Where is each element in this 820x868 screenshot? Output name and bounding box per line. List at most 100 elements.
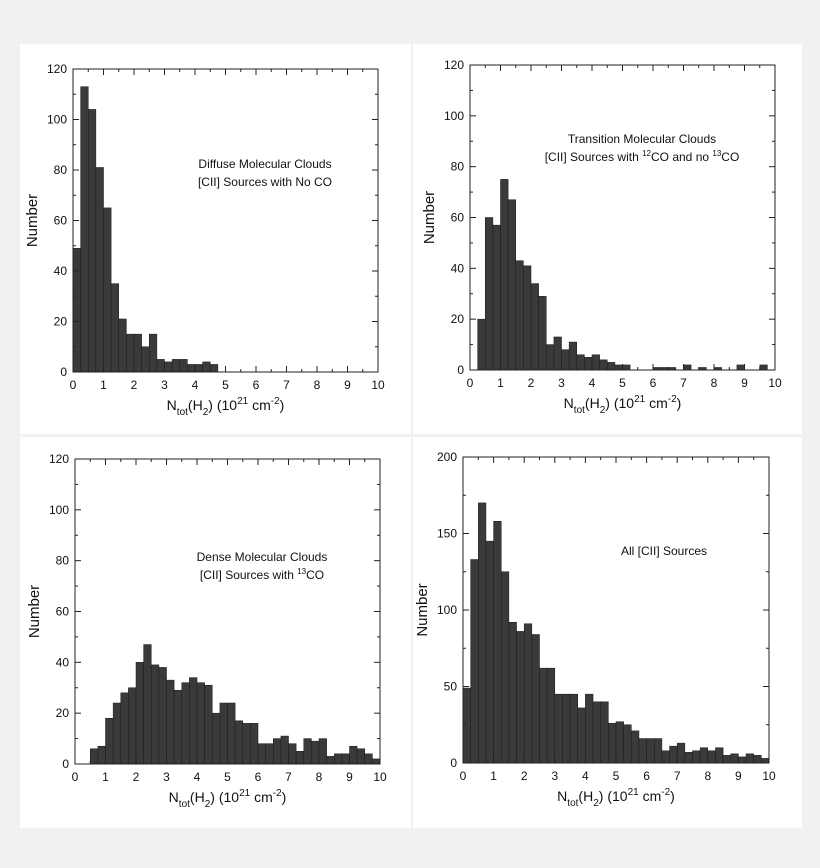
y-tick-label: 60 xyxy=(54,214,68,228)
histogram-bar xyxy=(562,693,571,764)
chart-annotation: [CII] Sources with 12CO and no 13CO xyxy=(545,149,740,164)
histogram-bar xyxy=(622,364,631,371)
figure-divider-horizontal xyxy=(20,434,802,437)
histogram-bar xyxy=(112,702,122,765)
histogram-bar xyxy=(553,336,562,371)
histogram-bar xyxy=(531,634,540,764)
x-tick-label: 1 xyxy=(100,378,107,392)
x-tick-label: 10 xyxy=(371,378,385,392)
histogram-bar xyxy=(128,687,137,765)
histogram-bar xyxy=(97,745,106,765)
histogram-bar xyxy=(485,540,494,764)
histogram-bar xyxy=(303,738,312,765)
y-tick-label: 200 xyxy=(437,450,457,464)
histogram-bar xyxy=(569,693,578,764)
histogram-bar xyxy=(508,621,517,764)
x-tick-label: 9 xyxy=(735,769,742,783)
histogram-bar xyxy=(614,364,623,371)
histogram-bar xyxy=(539,667,548,764)
x-tick-label: 6 xyxy=(650,376,657,390)
histogram-bar xyxy=(654,738,663,764)
histogram-bar xyxy=(181,682,190,765)
x-axis-label: Ntot(H2) (1021 cm-2) xyxy=(167,396,285,418)
y-axis-label: Number xyxy=(24,194,41,247)
histogram-bar xyxy=(334,753,343,765)
histogram-bar xyxy=(80,86,89,373)
y-tick-label: 80 xyxy=(451,160,465,174)
histogram-bar xyxy=(592,701,601,764)
histogram-bar xyxy=(133,333,142,373)
histogram-bar xyxy=(676,742,686,764)
y-tick-label: 40 xyxy=(451,261,465,275)
histogram-bar xyxy=(95,167,104,373)
x-tick-label: 4 xyxy=(192,378,199,392)
histogram-bar xyxy=(478,502,487,764)
histogram-bar xyxy=(638,738,647,764)
x-tick-label: 2 xyxy=(521,769,528,783)
y-axis-label: Number xyxy=(421,191,438,244)
x-axis-label: Ntot(H2) (1021 cm-2) xyxy=(557,787,675,809)
x-tick-label: 3 xyxy=(161,378,168,392)
x-tick-label: 0 xyxy=(72,770,79,784)
histogram-bar xyxy=(179,359,188,373)
histogram-bar xyxy=(615,721,624,764)
x-tick-label: 9 xyxy=(346,770,353,784)
x-tick-label: 8 xyxy=(704,769,711,783)
histogram-bar xyxy=(736,364,745,371)
histogram-bar xyxy=(151,664,160,765)
y-tick-label: 40 xyxy=(54,264,68,278)
histogram-bar xyxy=(753,755,762,764)
histogram-bar xyxy=(288,743,297,765)
histogram-bar xyxy=(202,361,211,373)
histogram-bar xyxy=(577,707,586,764)
x-tick-label: 1 xyxy=(490,769,497,783)
y-tick-label: 120 xyxy=(47,62,67,76)
histogram-bar xyxy=(356,748,366,765)
y-tick-label: 60 xyxy=(451,211,465,225)
histogram-bar xyxy=(646,738,655,764)
histogram-bar xyxy=(88,109,97,373)
histogram-bar xyxy=(349,745,358,765)
histogram-bar xyxy=(219,702,228,765)
y-tick-label: 0 xyxy=(60,365,67,379)
histogram-bar xyxy=(607,362,616,371)
x-tick-label: 7 xyxy=(674,769,681,783)
histogram-bar xyxy=(110,283,120,373)
x-tick-label: 10 xyxy=(373,770,387,784)
chart-annotation: Transition Molecular Clouds xyxy=(568,132,716,146)
histogram-bar xyxy=(745,753,754,764)
histogram-bar xyxy=(295,751,305,765)
chart-annotation: [CII] Sources with No CO xyxy=(198,175,332,189)
histogram-bar xyxy=(576,354,585,371)
histogram-bar xyxy=(692,750,701,764)
x-tick-label: 8 xyxy=(711,376,718,390)
histogram-bar xyxy=(149,333,158,373)
x-tick-label: 6 xyxy=(253,378,260,392)
histogram-bar xyxy=(477,318,486,371)
histogram-bar xyxy=(187,364,196,373)
chart-annotation: All [CII] Sources xyxy=(621,544,707,558)
chart-annotation: Diffuse Molecular Clouds xyxy=(198,157,331,171)
x-tick-label: 4 xyxy=(582,769,589,783)
x-tick-label: 2 xyxy=(528,376,535,390)
histogram-bar xyxy=(364,753,373,765)
histogram-bar xyxy=(141,346,150,373)
chart-annotation: [CII] Sources with 13CO xyxy=(200,567,324,582)
histogram-bar xyxy=(105,718,114,765)
chart-annotation: Dense Molecular Clouds xyxy=(197,550,328,564)
x-tick-label: 5 xyxy=(613,769,620,783)
histogram-bar xyxy=(500,179,509,371)
x-tick-label: 0 xyxy=(467,376,474,390)
x-tick-label: 2 xyxy=(131,378,138,392)
x-axis-label: Ntot(H2) (1021 cm-2) xyxy=(169,788,287,810)
y-axis-label: Number xyxy=(414,583,431,636)
x-tick-label: 3 xyxy=(558,376,565,390)
x-tick-label: 9 xyxy=(344,378,351,392)
histogram-bar xyxy=(631,730,640,764)
x-tick-label: 10 xyxy=(762,769,776,783)
y-tick-label: 100 xyxy=(444,109,464,123)
histogram-bar xyxy=(318,738,327,765)
x-tick-label: 7 xyxy=(680,376,687,390)
histogram-chart-2: 0 1 2 3 4 5 6 7 8 9 10020406080100120NumberNtot(H2… xyxy=(421,58,782,416)
